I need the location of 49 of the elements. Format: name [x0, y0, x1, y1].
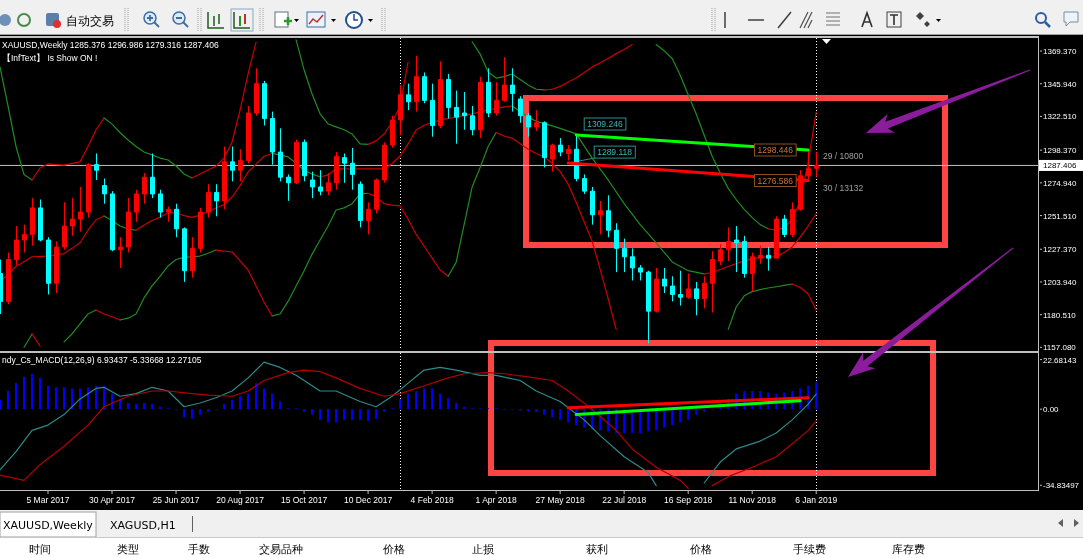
- text: 价格: [382, 543, 405, 555]
- y-tick-label: 22.68143: [1043, 355, 1077, 365]
- x-tick-label: 6 Jan 2019: [795, 495, 838, 505]
- annotation: 30 / 13132: [823, 183, 864, 193]
- x-tick-label: 20 Aug 2017: [216, 495, 265, 505]
- text: 获利: [586, 543, 608, 555]
- y-tick-label: 1345.940: [1043, 79, 1077, 89]
- text: XAGUSD,H1: [110, 519, 176, 532]
- text: XAUUSD,Weekly: [3, 519, 94, 532]
- text: 手数: [188, 543, 210, 555]
- y-tick-label: 0.00: [1043, 405, 1060, 415]
- y-tick-label: 1157.080: [1043, 343, 1077, 353]
- text: 价格: [689, 543, 712, 555]
- x-tick-label: 16 Sep 2018: [664, 495, 713, 505]
- y-tick-label: -34.83497: [1043, 481, 1080, 491]
- text: 库存费: [891, 543, 925, 555]
- x-tick-label: 10 Dec 2017: [344, 495, 393, 505]
- x-tick-label: 25 Jun 2017: [152, 495, 200, 505]
- annotation: 1289.118: [597, 147, 633, 158]
- y-tick-label: 1203.940: [1043, 277, 1077, 287]
- x-tick-label: 27 May 2018: [535, 495, 585, 505]
- text: 手续费: [792, 543, 826, 555]
- text: 止损: [472, 543, 494, 555]
- text: 自动交易: [66, 14, 114, 28]
- y-tick-label: 1322.510: [1043, 112, 1077, 122]
- chart-title: XAUUSD,Weekly 1285.376 1296.986 1279.316 1287.406: [2, 40, 220, 50]
- y-tick-label: 1369.370: [1043, 47, 1077, 57]
- text: 类型: [117, 543, 139, 555]
- y-tick-label: 1251.510: [1043, 211, 1077, 221]
- annotation: 1276.586: [757, 175, 794, 186]
- annotation: 29 / 10800: [823, 151, 864, 161]
- text: 交易品种: [259, 543, 303, 555]
- y-tick-label: 1274.940: [1043, 178, 1077, 188]
- ref-line-label: 1287.406: [1043, 161, 1077, 171]
- x-tick-label: 15 Oct 2017: [280, 495, 328, 505]
- chart-title: ndy_Cs_MACD(12,26,9) 6.93437 -5.33668 12.27105: [2, 355, 202, 365]
- annotation: 1309.246: [587, 119, 623, 129]
- y-tick-label: 1298.370: [1043, 146, 1077, 156]
- x-tick-label: 11 Nov 2018: [728, 495, 777, 505]
- text: 时间: [29, 543, 51, 555]
- x-tick-label: 5 Mar 2017: [26, 495, 70, 505]
- text: 【InfText】 Is Show ON !: [2, 53, 98, 63]
- y-tick-label: 1180.510: [1043, 310, 1077, 320]
- y-tick-label: 1227.370: [1043, 245, 1077, 255]
- x-tick-label: 30 Apr 2017: [89, 495, 136, 505]
- x-tick-label: 22 Jul 2018: [602, 495, 647, 505]
- x-tick-label: 4 Feb 2018: [410, 495, 454, 505]
- annotation: 1298.446: [757, 145, 794, 155]
- x-tick-label: 1 Apr 2018: [475, 495, 517, 505]
